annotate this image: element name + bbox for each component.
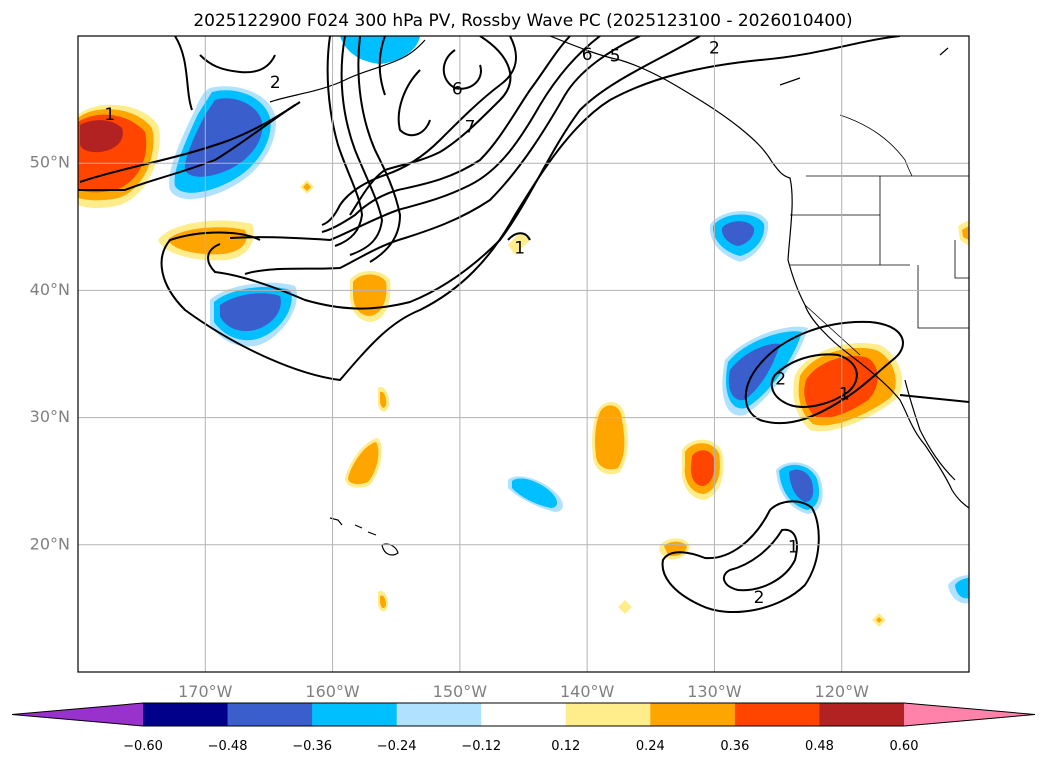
contour-label: 6 bbox=[582, 45, 593, 65]
contour-label: 6 bbox=[452, 79, 463, 99]
colorbar-segment bbox=[819, 703, 905, 726]
colorbar-tick-label: −0.12 bbox=[461, 739, 501, 754]
anomaly-positive-26n bbox=[681, 439, 724, 500]
anomaly-positive-28n bbox=[592, 401, 628, 475]
lat-tick-label: 50°N bbox=[30, 153, 70, 172]
lon-tick-label: 140°W bbox=[560, 682, 615, 701]
contour-label: 2 bbox=[754, 588, 765, 608]
colorbar-segment bbox=[396, 703, 482, 726]
lon-tick-label: 170°W bbox=[178, 682, 233, 701]
map-grid bbox=[78, 36, 969, 672]
colorbar-tick-labels: −0.60 −0.48 −0.36 −0.24 −0.12 0.12 0.24 … bbox=[123, 739, 918, 754]
chart-title: 2025122900 F024 300 hPa PV, Rossby Wave … bbox=[193, 11, 852, 31]
colorbar-segments bbox=[11, 702, 1036, 727]
lon-tick-label: 130°W bbox=[687, 682, 742, 701]
colorbar-segment bbox=[143, 703, 229, 726]
lat-tick-label: 20°N bbox=[30, 534, 70, 553]
colorbar-segment bbox=[734, 703, 820, 726]
map-area: 1 2 6 7 6 5 2 1 2 1 1 2 bbox=[78, 36, 969, 672]
contour-label: 1 bbox=[104, 105, 115, 125]
contour-label: 2 bbox=[775, 369, 786, 389]
contour-label: 1 bbox=[514, 238, 525, 258]
contour-label: 1 bbox=[788, 537, 799, 557]
lon-tick-label: 120°W bbox=[815, 682, 870, 701]
colorbar-segment bbox=[565, 703, 651, 726]
colorbar-segment bbox=[650, 703, 736, 726]
colorbar-segment bbox=[312, 703, 398, 726]
colorbar-tick-label: 0.12 bbox=[551, 739, 580, 754]
lat-tick-label: 40°N bbox=[30, 280, 70, 299]
anomaly-positive-hawaii-north bbox=[345, 386, 390, 488]
contour-labels: 1 2 6 7 6 5 2 1 2 1 1 2 bbox=[104, 39, 850, 609]
anomaly-positive-california bbox=[793, 343, 903, 432]
colorbar-segment bbox=[227, 703, 313, 726]
state-borders bbox=[790, 114, 969, 356]
lon-tick-label: 150°W bbox=[433, 682, 488, 701]
map-frame bbox=[77, 35, 970, 673]
lon-tick-labels: 170°W 160°W 150°W 140°W 130°W 120°W bbox=[178, 682, 869, 701]
colorbar-tick-label: −0.36 bbox=[292, 739, 332, 754]
anomaly-negative-38n bbox=[210, 282, 297, 347]
coastlines bbox=[269, 36, 969, 556]
colorbar: −0.60 −0.48 −0.36 −0.24 −0.12 0.12 0.24 … bbox=[11, 702, 1036, 754]
contour-label: 5 bbox=[610, 46, 621, 66]
colorbar-tick-label: −0.24 bbox=[377, 739, 417, 754]
lat-tick-label: 30°N bbox=[30, 407, 70, 426]
colorbar-extend-min bbox=[12, 703, 143, 726]
anomaly-negative-44n bbox=[709, 211, 769, 262]
colorbar-tick-label: 0.48 bbox=[805, 739, 834, 754]
colorbar-tick-label: 0.24 bbox=[636, 739, 665, 754]
pv-contours bbox=[78, 36, 969, 613]
anomaly-negative-24n-central bbox=[508, 476, 563, 512]
contour-label: 2 bbox=[709, 39, 720, 59]
colorbar-tick-label: 0.36 bbox=[720, 739, 749, 754]
contour-label: 7 bbox=[465, 118, 476, 138]
anomaly-positive-43n bbox=[158, 220, 254, 261]
colorbar-tick-label: −0.48 bbox=[208, 739, 248, 754]
lon-tick-label: 160°W bbox=[305, 682, 360, 701]
anomaly-negative-34n bbox=[722, 326, 808, 416]
colorbar-extend-max bbox=[904, 703, 1035, 726]
lat-tick-labels: 20°N 30°N 40°N 50°N bbox=[30, 153, 70, 554]
colorbar-tick-label: −0.60 bbox=[123, 739, 163, 754]
colorbar-segment bbox=[481, 703, 567, 726]
colorbar-tick-label: 0.60 bbox=[890, 739, 919, 754]
pv-anomaly-shading bbox=[78, 36, 969, 627]
contour-label: 1 bbox=[839, 385, 850, 405]
colorbar-outline bbox=[11, 702, 1036, 727]
contour-label: 2 bbox=[270, 73, 281, 93]
